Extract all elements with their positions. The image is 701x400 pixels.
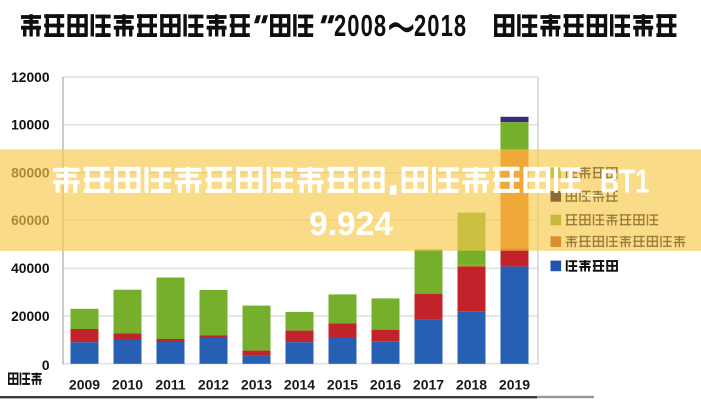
svg-text:40000: 40000 [11,261,50,276]
svg-text:2018: 2018 [456,377,487,393]
svg-text:2008: 2008 [334,9,387,43]
svg-text:2019: 2019 [499,377,530,393]
svg-text:9.924: 9.924 [309,206,393,243]
svg-text:10000: 10000 [11,118,50,133]
svg-text:2009: 2009 [69,377,100,393]
svg-text:2018: 2018 [414,9,467,43]
svg-text:2015: 2015 [327,377,358,393]
svg-text:2016: 2016 [370,377,401,393]
svg-text:12000: 12000 [11,70,50,85]
svg-text:_BT1: _BT1 [585,162,650,199]
svg-text:2011: 2011 [155,377,186,393]
svg-text:2013: 2013 [241,377,272,393]
svg-text:0: 0 [42,358,50,373]
svg-text:20000: 20000 [11,309,50,324]
svg-text:2010: 2010 [112,377,143,393]
svg-text:2014: 2014 [284,377,315,393]
svg-text:2012: 2012 [198,377,229,393]
svg-text:2017: 2017 [413,377,444,393]
